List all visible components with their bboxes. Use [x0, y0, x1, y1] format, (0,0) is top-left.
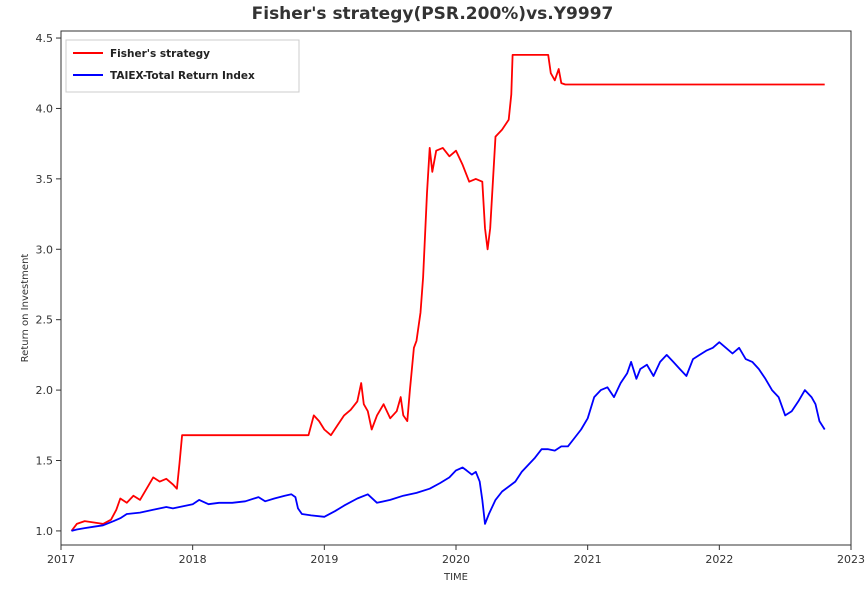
series-layer [70, 54, 826, 532]
legend-label-fishers-strategy: Fisher's strategy [110, 48, 210, 60]
legend-box [65, 39, 300, 93]
series-line-fishers-strategy [70, 54, 825, 532]
y-tick-label: 3.5 [36, 173, 54, 186]
x-tick-label: 2018 [179, 553, 207, 566]
y-tick-label: 1.0 [36, 525, 54, 538]
series-line-taiex [71, 341, 826, 532]
y-tick-label: 3.0 [36, 243, 54, 256]
y-axis-label: Return on Investment [20, 254, 31, 363]
plot-area-frame [60, 30, 852, 546]
x-tick-label: 2017 [47, 553, 75, 566]
x-tick-label: 2020 [442, 553, 470, 566]
x-axis-label: TIME [443, 572, 468, 583]
chart-title: Fisher's strategy(PSR.200%)vs.Y9997 [251, 4, 614, 24]
x-axis: 2017 2018 2019 2020 2021 2022 2023 [47, 545, 865, 566]
y-tick-label: 4.5 [36, 32, 54, 45]
x-tick-label: 2023 [837, 553, 865, 566]
legend-label-taiex: TAIEX-Total Return Index [110, 70, 255, 82]
x-tick-label: 2019 [310, 553, 338, 566]
y-tick-label: 2.5 [36, 314, 54, 327]
legend: Fisher's strategy TAIEX-Total Return Ind… [65, 39, 300, 93]
x-tick-label: 2021 [574, 553, 602, 566]
y-tick-label: 2.0 [36, 384, 54, 397]
y-tick-label: 4.0 [36, 102, 54, 115]
x-tick-label: 2022 [705, 553, 733, 566]
y-tick-label: 1.5 [36, 455, 54, 468]
y-axis: 1.0 1.5 2.0 2.5 3.0 3.5 4.0 4.5 [36, 32, 61, 538]
